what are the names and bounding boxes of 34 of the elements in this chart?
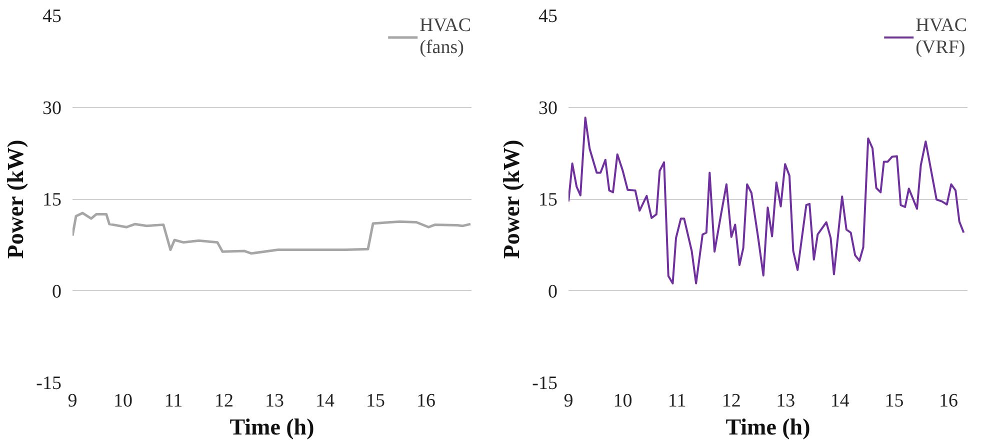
y-tick-label: 15 [538, 190, 558, 210]
x-tick-label: 15 [366, 390, 386, 412]
legend-label: HVAC (VRF) [916, 15, 967, 59]
y-tick-label: 45 [42, 6, 62, 27]
y-tick-label: 15 [42, 190, 62, 210]
x-tick-label: 9 [68, 390, 78, 412]
x-tick-label: 10 [114, 390, 133, 412]
x-tick-label: 11 [668, 390, 686, 412]
x-tick-label: 10 [613, 390, 632, 412]
x-tick-label: 12 [214, 390, 234, 412]
x-tick-label: 16 [416, 390, 436, 412]
x-tick-label: 13 [265, 390, 284, 412]
x-tick-label: 16 [939, 390, 958, 412]
x-tick-label: 14 [830, 390, 850, 412]
y-tick-label: 30 [42, 98, 62, 119]
y-tick-label: 0 [52, 281, 62, 302]
y-tick-label: -15 [36, 373, 62, 394]
y-axis-title: Power (kW) [499, 140, 524, 259]
line-series [568, 116, 965, 284]
y-tick-label: -15 [532, 373, 558, 394]
x-tick-label: 14 [316, 390, 336, 412]
legend-label: HVAC (fans) [420, 15, 471, 59]
line-series [72, 212, 472, 255]
y-tick-label: 45 [538, 6, 558, 27]
x-tick-label: 11 [164, 390, 183, 412]
x-axis-title: Time (h) [230, 414, 314, 440]
x-axis-title: Time (h) [726, 414, 810, 440]
y-tick-label: 30 [538, 98, 558, 119]
x-tick-label: 13 [776, 390, 796, 412]
x-tick-label: 9 [564, 390, 574, 412]
x-tick-label: 12 [722, 390, 741, 412]
y-axis-title: Power (kW) [3, 140, 28, 259]
y-tick-label: 0 [548, 281, 558, 302]
x-tick-label: 15 [884, 390, 904, 412]
